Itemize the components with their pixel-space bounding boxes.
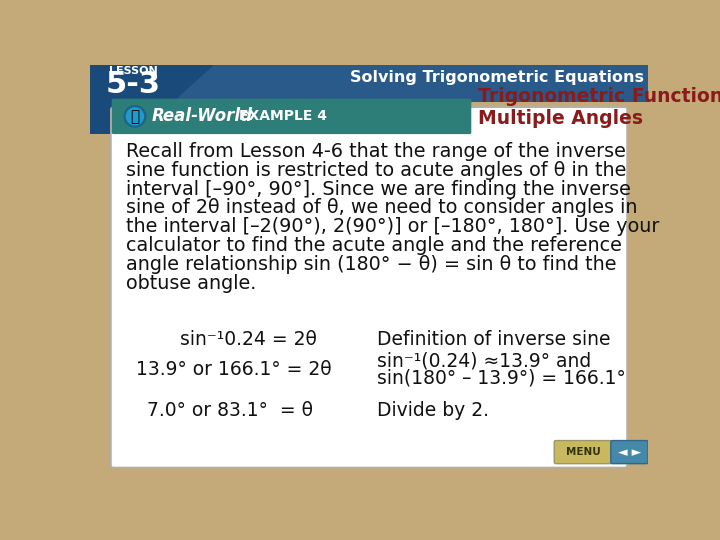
Text: Trigonometric Functions of: Trigonometric Functions of — [477, 87, 720, 106]
Text: 5-3: 5-3 — [106, 70, 161, 99]
Text: angle relationship sin (180° − θ) = sin θ to find the: angle relationship sin (180° − θ) = sin … — [126, 255, 616, 274]
Text: Recall from Lesson 4-6 that the range of the inverse: Recall from Lesson 4-6 that the range of… — [126, 142, 626, 161]
Text: ◄ ►: ◄ ► — [618, 446, 641, 458]
Text: sin(180° – 13.9°) = 166.1°: sin(180° – 13.9°) = 166.1° — [377, 369, 626, 388]
Text: interval [–90°, 90°]. Since we are finding the inverse: interval [–90°, 90°]. Since we are findi… — [126, 179, 631, 199]
Text: MENU: MENU — [565, 447, 600, 457]
Text: LESSON: LESSON — [109, 66, 158, 76]
Text: sin⁻¹0.24 = 2θ: sin⁻¹0.24 = 2θ — [181, 330, 318, 349]
Circle shape — [124, 106, 145, 127]
FancyBboxPatch shape — [90, 65, 648, 102]
FancyBboxPatch shape — [112, 99, 472, 134]
Text: sine function is restricted to acute angles of θ in the: sine function is restricted to acute ang… — [126, 161, 626, 180]
Text: Solving Trigonometric Equations: Solving Trigonometric Equations — [350, 70, 644, 85]
Text: calculator to find the acute angle and the reference: calculator to find the acute angle and t… — [126, 236, 621, 255]
Polygon shape — [177, 65, 214, 99]
Text: Real-World: Real-World — [152, 106, 253, 125]
FancyBboxPatch shape — [554, 441, 611, 464]
Circle shape — [127, 108, 143, 125]
Text: 13.9° or 166.1° = 2θ: 13.9° or 166.1° = 2θ — [135, 360, 331, 379]
Text: Definition of inverse sine: Definition of inverse sine — [377, 330, 611, 349]
Text: Divide by 2.: Divide by 2. — [377, 401, 489, 420]
Text: obtuse angle.: obtuse angle. — [126, 274, 256, 293]
FancyBboxPatch shape — [111, 107, 627, 468]
FancyBboxPatch shape — [611, 441, 648, 464]
Text: Multiple Angles: Multiple Angles — [477, 109, 642, 128]
Text: sin⁻¹(0.24) ≈13.9° and: sin⁻¹(0.24) ≈13.9° and — [377, 352, 591, 371]
FancyBboxPatch shape — [90, 65, 177, 134]
Text: 🌍: 🌍 — [130, 109, 140, 124]
Text: 7.0° or 83.1°  = θ: 7.0° or 83.1° = θ — [148, 401, 313, 420]
Text: EXAMPLE 4: EXAMPLE 4 — [239, 109, 327, 123]
Text: sine of 2θ instead of θ, we need to consider angles in: sine of 2θ instead of θ, we need to cons… — [126, 198, 637, 218]
Text: the interval [–2(90°), 2(90°)] or [–180°, 180°]. Use your: the interval [–2(90°), 2(90°)] or [–180°… — [126, 217, 659, 237]
